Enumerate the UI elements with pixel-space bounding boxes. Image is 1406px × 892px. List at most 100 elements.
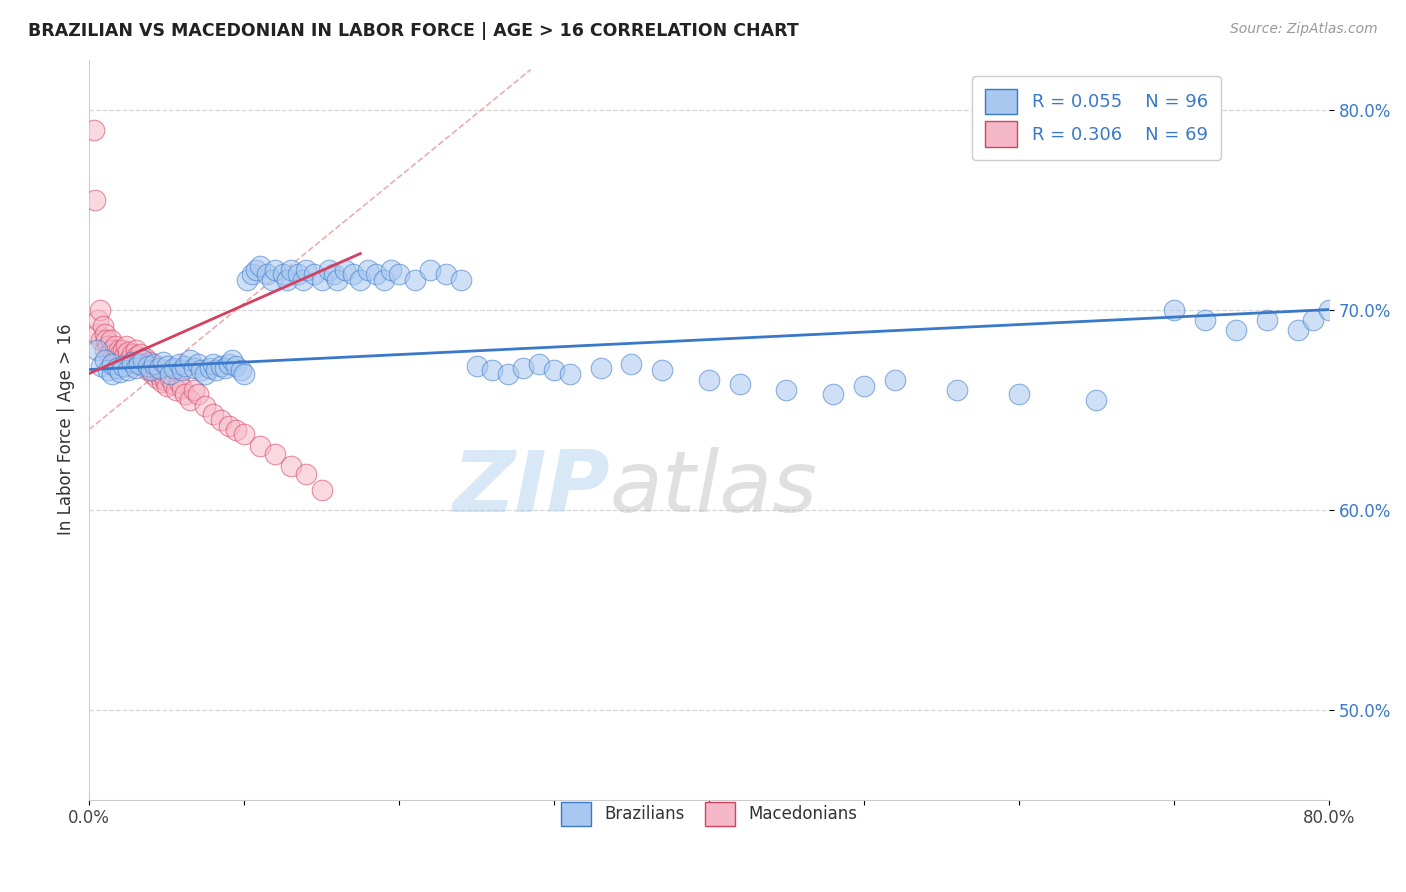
Point bbox=[149, 368, 172, 383]
Point bbox=[167, 375, 190, 389]
Point bbox=[162, 376, 184, 391]
Point bbox=[101, 343, 124, 357]
Point bbox=[264, 262, 287, 277]
Text: atlas: atlas bbox=[610, 447, 818, 530]
Point bbox=[139, 360, 162, 375]
Point bbox=[139, 362, 162, 376]
Point bbox=[120, 359, 142, 373]
Point bbox=[131, 352, 153, 367]
Point bbox=[349, 272, 371, 286]
Point bbox=[233, 367, 256, 381]
Point bbox=[136, 362, 159, 376]
Point bbox=[148, 360, 170, 375]
Point bbox=[110, 352, 132, 367]
Point bbox=[108, 365, 131, 379]
Point bbox=[183, 360, 205, 375]
Point bbox=[98, 346, 121, 360]
Point bbox=[121, 346, 143, 360]
Point bbox=[187, 386, 209, 401]
Point bbox=[229, 362, 252, 376]
Point bbox=[143, 359, 166, 373]
Point bbox=[112, 359, 135, 373]
Point bbox=[86, 343, 108, 357]
Point bbox=[496, 367, 519, 381]
Point bbox=[1302, 312, 1324, 326]
Point bbox=[218, 357, 240, 371]
Point bbox=[589, 360, 612, 375]
Point bbox=[152, 354, 174, 368]
Point bbox=[264, 446, 287, 460]
Point bbox=[90, 359, 112, 373]
Point bbox=[202, 357, 225, 371]
Point bbox=[697, 373, 720, 387]
Point bbox=[103, 346, 125, 360]
Point bbox=[465, 359, 488, 373]
Point bbox=[155, 378, 177, 392]
Point bbox=[187, 357, 209, 371]
Point bbox=[543, 362, 565, 376]
Point bbox=[122, 352, 145, 367]
Point bbox=[118, 352, 141, 367]
Point bbox=[1317, 302, 1340, 317]
Point bbox=[93, 343, 115, 357]
Point bbox=[159, 367, 181, 381]
Point bbox=[295, 467, 318, 481]
Point bbox=[100, 333, 122, 347]
Point bbox=[318, 262, 340, 277]
Point bbox=[132, 352, 155, 367]
Point bbox=[179, 392, 201, 407]
Point bbox=[651, 362, 673, 376]
Y-axis label: In Labor Force | Age > 16: In Labor Force | Age > 16 bbox=[58, 324, 75, 535]
Legend: Brazilians, Macedonians: Brazilians, Macedonians bbox=[551, 792, 868, 836]
Point bbox=[93, 326, 115, 341]
Point bbox=[946, 383, 969, 397]
Point bbox=[183, 383, 205, 397]
Point bbox=[105, 352, 128, 367]
Point bbox=[145, 365, 167, 379]
Point bbox=[1286, 322, 1309, 336]
Point bbox=[821, 386, 844, 401]
Point bbox=[153, 373, 176, 387]
Point bbox=[236, 272, 259, 286]
Point bbox=[357, 262, 380, 277]
Point bbox=[97, 362, 120, 376]
Point bbox=[132, 359, 155, 373]
Point bbox=[775, 383, 797, 397]
Point bbox=[89, 302, 111, 317]
Point bbox=[155, 359, 177, 373]
Point bbox=[1256, 312, 1278, 326]
Point bbox=[142, 367, 165, 381]
Point bbox=[404, 272, 426, 286]
Point bbox=[884, 373, 907, 387]
Point bbox=[209, 359, 232, 373]
Point bbox=[152, 367, 174, 381]
Point bbox=[104, 338, 127, 352]
Point bbox=[121, 354, 143, 368]
Point bbox=[135, 357, 157, 371]
Point bbox=[134, 351, 156, 365]
Point bbox=[221, 352, 243, 367]
Point bbox=[1163, 302, 1185, 317]
Point bbox=[419, 262, 441, 277]
Point bbox=[209, 412, 232, 426]
Point bbox=[291, 272, 314, 286]
Point bbox=[94, 333, 117, 347]
Point bbox=[287, 267, 309, 281]
Point bbox=[114, 346, 136, 360]
Point bbox=[138, 354, 160, 368]
Point bbox=[481, 362, 503, 376]
Point bbox=[364, 267, 387, 281]
Point bbox=[117, 362, 139, 376]
Point bbox=[170, 362, 193, 376]
Point bbox=[373, 272, 395, 286]
Point bbox=[129, 346, 152, 360]
Point bbox=[280, 458, 302, 473]
Point bbox=[434, 267, 457, 281]
Point bbox=[143, 357, 166, 371]
Point bbox=[225, 423, 247, 437]
Point bbox=[124, 343, 146, 357]
Point bbox=[333, 262, 356, 277]
Point bbox=[1008, 386, 1031, 401]
Point bbox=[249, 439, 271, 453]
Point bbox=[245, 262, 267, 277]
